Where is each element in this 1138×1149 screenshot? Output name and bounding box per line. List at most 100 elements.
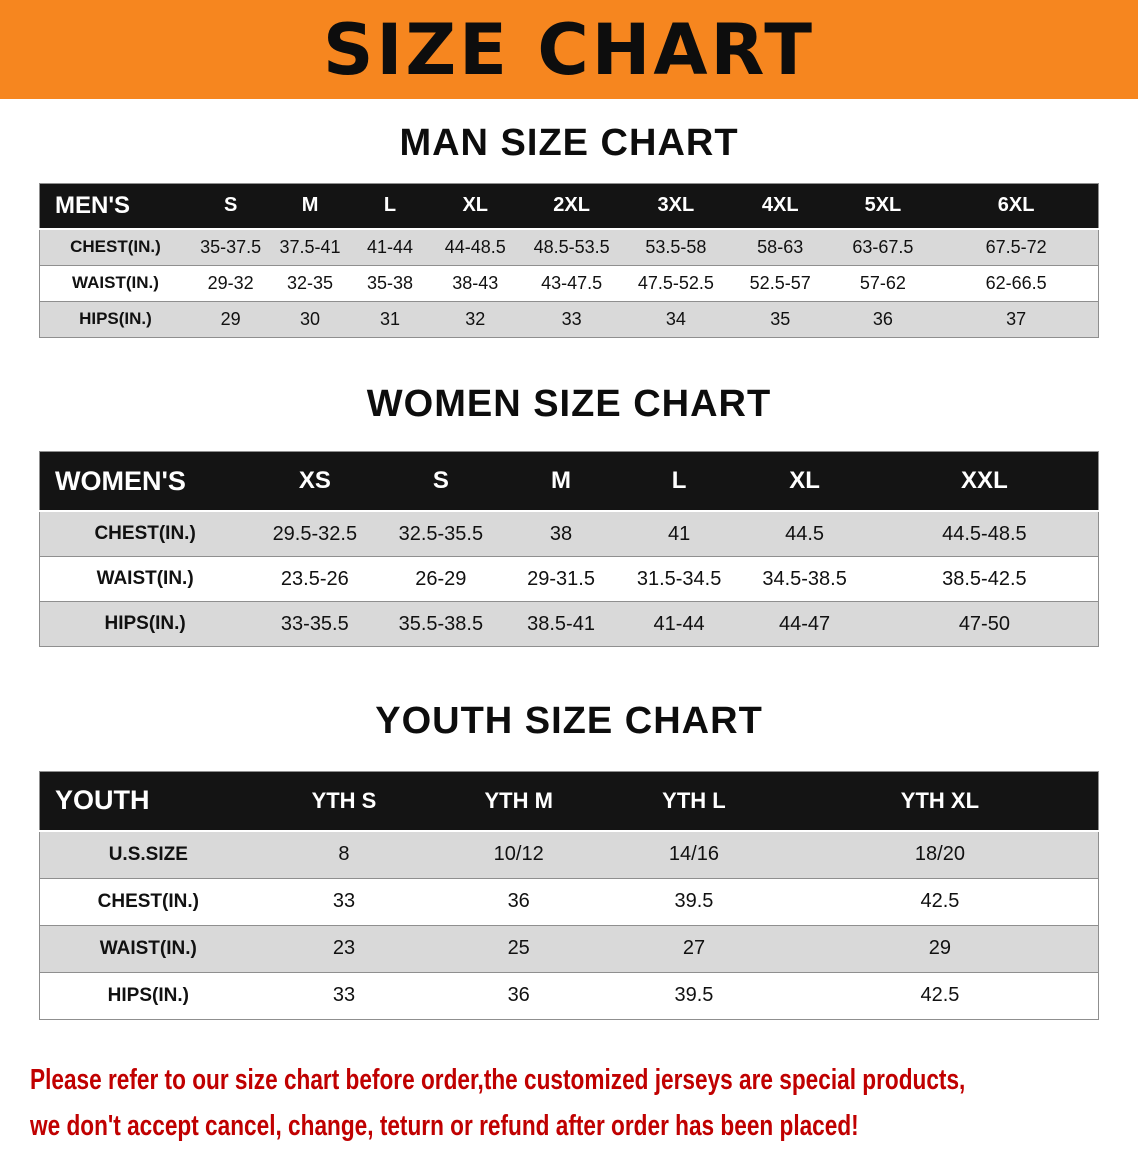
size-cell: 29-32: [190, 265, 271, 302]
size-cell: 44-48.5: [430, 228, 521, 266]
size-cell: 23: [256, 925, 432, 973]
size-cell: 41: [619, 511, 739, 558]
disclaimer-line-2: we don't accept cancel, change, teturn o…: [30, 1109, 859, 1142]
size-cell: 32-35: [270, 265, 350, 302]
size-column-header: 6XL: [934, 183, 1099, 230]
size-cell: 35: [728, 301, 832, 338]
table-row: U.S.SIZE 8 10/12 14/16 18/20: [39, 830, 1099, 879]
size-cell: 41-44: [349, 228, 431, 266]
size-cell: 39.5: [606, 972, 782, 1020]
size-column-header: 5XL: [831, 183, 935, 230]
size-cell: 23.5-26: [250, 556, 380, 603]
row-label: WAIST(IN.): [39, 265, 191, 302]
row-label: WAIST(IN.): [39, 556, 251, 603]
table-header-row: WOMEN'S XS S M L XL XXL: [39, 451, 1099, 513]
size-cell: 29.5-32.5: [250, 511, 380, 558]
table-row: CHEST(IN.) 35-37.5 37.5-41 41-44 44-48.5…: [39, 228, 1099, 266]
size-cell: 44.5-48.5: [870, 511, 1099, 558]
size-column-header: XS: [250, 451, 380, 513]
size-cell: 32.5-35.5: [379, 511, 503, 558]
size-cell: 30: [270, 301, 350, 338]
table-corner-label: MEN'S: [39, 183, 191, 230]
size-column-header: S: [379, 451, 503, 513]
size-cell: 53.5-58: [622, 228, 729, 266]
size-cell: 42.5: [781, 878, 1099, 926]
table-row: CHEST(IN.) 29.5-32.5 32.5-35.5 38 41 44.…: [39, 511, 1099, 558]
women-size-chart-heading: WOMEN SIZE CHART: [366, 382, 772, 425]
size-column-header: L: [349, 183, 431, 230]
size-cell: 38.5-41: [502, 601, 620, 648]
size-cell: 33: [256, 972, 432, 1020]
table-header-row: MEN'S S M L XL 2XL 3XL 4XL 5XL 6XL: [39, 183, 1099, 230]
size-cell: 42.5: [781, 972, 1099, 1020]
size-cell: 29-31.5: [502, 556, 620, 603]
size-cell: 32: [430, 301, 521, 338]
size-column-header: L: [619, 451, 739, 513]
table-corner-label: WOMEN'S: [39, 451, 251, 513]
size-cell: 31.5-34.5: [619, 556, 739, 603]
men-size-chart-heading: MAN SIZE CHART: [399, 122, 739, 164]
size-cell: 36: [831, 301, 935, 338]
size-column-header: YTH S: [256, 771, 432, 832]
size-cell: 35-38: [349, 265, 431, 302]
size-cell: 57-62: [831, 265, 935, 302]
size-cell: 62-66.5: [934, 265, 1099, 302]
size-cell: 47-50: [870, 601, 1099, 648]
size-cell: 38.5-42.5: [870, 556, 1099, 603]
table-corner-label: YOUTH: [39, 771, 257, 832]
size-cell: 29: [781, 925, 1099, 973]
youth-size-chart-heading: YOUTH SIZE CHART: [375, 700, 763, 743]
men-size-table: MEN'S S M L XL 2XL 3XL 4XL 5XL 6XL CHEST…: [39, 182, 1099, 338]
size-cell: 10/12: [431, 830, 607, 879]
size-cell: 31: [349, 301, 431, 338]
size-cell: 29: [190, 301, 271, 338]
size-cell: 27: [606, 925, 782, 973]
size-column-header: M: [502, 451, 620, 513]
size-cell: 26-29: [379, 556, 503, 603]
men-section: MAN SIZE CHART MEN'S S M L XL 2XL 3XL 4X…: [0, 121, 1138, 338]
women-size-table: WOMEN'S XS S M L XL XXL CHEST(IN.) 29.5-…: [39, 451, 1099, 648]
size-cell: 8: [256, 830, 432, 879]
size-cell: 43-47.5: [520, 265, 623, 302]
size-cell: 38: [502, 511, 620, 558]
size-cell: 41-44: [619, 601, 739, 648]
women-section: WOMEN SIZE CHART WOMEN'S XS S M L XL XXL: [0, 382, 1138, 648]
table-row: WAIST(IN.) 23 25 27 29: [39, 925, 1099, 973]
row-label: WAIST(IN.): [39, 925, 257, 973]
youth-size-table: YOUTH YTH S YTH M YTH L YTH XL U.S.SIZE …: [39, 770, 1099, 1020]
size-cell: 67.5-72: [934, 228, 1099, 266]
size-cell: 47.5-52.5: [622, 265, 729, 302]
size-chart-banner: SIZE CHART: [0, 0, 1138, 99]
table-row: HIPS(IN.) 29 30 31 32 33 34 35 36 37: [39, 301, 1099, 338]
row-label: CHEST(IN.): [39, 511, 251, 558]
size-column-header: S: [190, 183, 271, 230]
size-column-header: 2XL: [520, 183, 623, 230]
size-cell: 58-63: [728, 228, 832, 266]
table-row: HIPS(IN.) 33 36 39.5 42.5: [39, 972, 1099, 1020]
size-column-header: XXL: [870, 451, 1099, 513]
size-cell: 18/20: [781, 830, 1099, 879]
table-row: CHEST(IN.) 33 36 39.5 42.5: [39, 878, 1099, 926]
size-cell: 25: [431, 925, 607, 973]
size-column-header: XL: [430, 183, 521, 230]
table-row: HIPS(IN.) 33-35.5 35.5-38.5 38.5-41 41-4…: [39, 601, 1099, 648]
table-row: WAIST(IN.) 23.5-26 26-29 29-31.5 31.5-34…: [39, 556, 1099, 603]
row-label: HIPS(IN.): [39, 301, 191, 338]
size-column-header: YTH XL: [781, 771, 1099, 832]
size-cell: 33: [256, 878, 432, 926]
row-label: HIPS(IN.): [39, 972, 257, 1020]
size-cell: 14/16: [606, 830, 782, 879]
youth-section: YOUTH SIZE CHART YOUTH YTH S YTH M YTH L…: [0, 699, 1138, 1020]
disclaimer: Please refer to our size chart before or…: [30, 1058, 1138, 1149]
size-column-header: 3XL: [622, 183, 729, 230]
size-column-header: YTH L: [606, 771, 782, 832]
table-header-row: YOUTH YTH S YTH M YTH L YTH XL: [39, 771, 1099, 832]
row-label: U.S.SIZE: [39, 830, 257, 879]
size-cell: 44.5: [738, 511, 871, 558]
size-chart-title: SIZE CHART: [322, 8, 816, 91]
size-cell: 33-35.5: [250, 601, 380, 648]
size-cell: 48.5-53.5: [520, 228, 623, 266]
size-cell: 63-67.5: [831, 228, 935, 266]
size-cell: 34.5-38.5: [738, 556, 871, 603]
